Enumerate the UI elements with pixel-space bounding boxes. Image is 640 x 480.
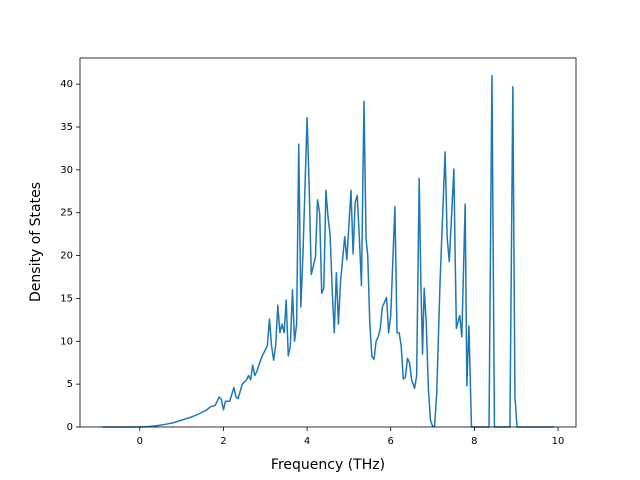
y-tick-label: 25: [60, 208, 73, 219]
x-axis-title: Frequency (THz): [271, 457, 385, 473]
x-tick-label: 10: [552, 436, 565, 447]
x-tick-label: 2: [220, 436, 226, 447]
x-tick-label: 4: [304, 436, 310, 447]
x-tick-label: 6: [388, 436, 394, 447]
y-tick-label: 15: [60, 293, 73, 304]
y-tick-label: 20: [60, 251, 73, 262]
y-tick-label: 5: [67, 379, 73, 390]
data-line: [102, 74, 554, 428]
x-tick-label: 8: [471, 436, 477, 447]
y-axis-title: Density of States: [28, 182, 44, 302]
y-tick-label: 40: [60, 79, 73, 90]
y-tick-label: 30: [60, 165, 73, 176]
x-tick-label: 0: [137, 436, 143, 447]
y-tick-label: 35: [60, 122, 73, 133]
plot-frame: [79, 57, 577, 428]
y-tick-label: 0: [67, 422, 73, 433]
y-tick-label: 10: [60, 336, 73, 347]
